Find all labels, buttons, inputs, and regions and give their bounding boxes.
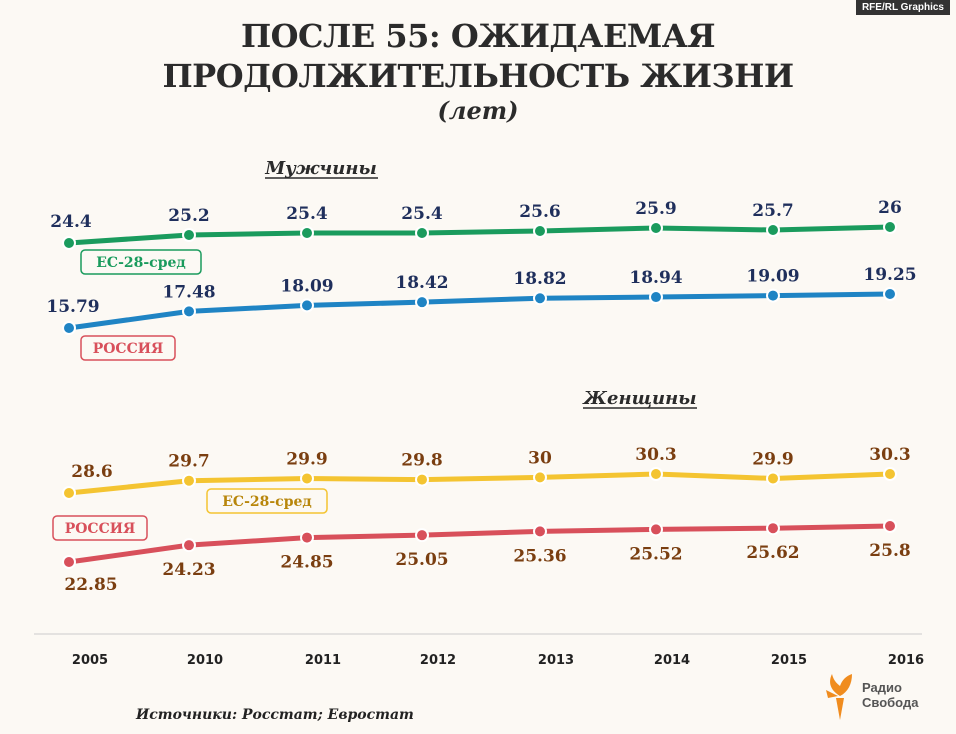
x-tick-label: 2016 bbox=[888, 653, 924, 668]
data-label: 25.4 bbox=[401, 204, 443, 224]
data-point bbox=[649, 221, 663, 235]
data-label: 25.52 bbox=[629, 544, 682, 564]
chart-title: ПОСЛЕ 55: ОЖИДАЕМАЯ ПРОДОЛЖИТЕЛЬНОСТЬ ЖИ… bbox=[0, 16, 956, 96]
series-line bbox=[66, 291, 893, 331]
data-label: 30.3 bbox=[869, 445, 910, 465]
data-point bbox=[300, 226, 314, 240]
data-point bbox=[182, 228, 196, 242]
series-label-box bbox=[80, 249, 202, 275]
data-label: 18.94 bbox=[629, 268, 682, 288]
series-line bbox=[66, 224, 893, 246]
data-label: 17.48 bbox=[162, 282, 215, 302]
title-line-2: ПРОДОЛЖИТЕЛЬНОСТЬ ЖИЗНИ bbox=[162, 57, 794, 95]
data-point bbox=[649, 290, 663, 305]
data-label: 25.05 bbox=[395, 550, 448, 570]
data-point bbox=[533, 291, 547, 306]
data-point bbox=[766, 288, 780, 303]
data-label: 25.9 bbox=[635, 199, 676, 219]
graphics-credit-badge: RFE/RL Graphics bbox=[855, 0, 950, 15]
x-tick-label: 2010 bbox=[187, 653, 223, 668]
data-label: 19.25 bbox=[863, 265, 916, 285]
data-point bbox=[62, 236, 76, 250]
data-point bbox=[883, 220, 897, 234]
data-point bbox=[649, 467, 663, 481]
data-point bbox=[62, 555, 76, 569]
data-label: 18.82 bbox=[513, 269, 566, 289]
data-label: 25.6 bbox=[519, 202, 560, 222]
data-point bbox=[62, 321, 76, 335]
data-label: 22.85 bbox=[64, 575, 117, 595]
logo-line-1: Радио bbox=[862, 680, 902, 695]
panel-title: Женщины bbox=[581, 388, 696, 409]
data-label: 19.09 bbox=[746, 267, 799, 287]
data-label: 26 bbox=[878, 198, 902, 218]
series-label-box bbox=[206, 488, 328, 514]
data-label: 30 bbox=[528, 448, 552, 468]
source-note: Источники: Росстат; Евростат bbox=[136, 707, 414, 723]
data-label: 25.8 bbox=[869, 541, 910, 561]
series-line bbox=[66, 523, 893, 565]
data-point bbox=[766, 223, 780, 237]
data-point bbox=[300, 298, 314, 313]
data-label: 18.42 bbox=[395, 273, 448, 293]
series-label-box bbox=[80, 335, 176, 361]
data-point bbox=[883, 467, 897, 481]
data-point bbox=[649, 522, 663, 537]
series-name-label: ЕС-28-сред bbox=[222, 494, 311, 510]
data-label: 24.85 bbox=[280, 553, 333, 573]
data-point bbox=[533, 470, 547, 485]
data-point bbox=[883, 519, 897, 533]
chart-subtitle: (лет) bbox=[437, 96, 519, 125]
data-point bbox=[62, 486, 76, 500]
data-point bbox=[182, 538, 196, 553]
data-point bbox=[300, 530, 314, 545]
x-tick-label: 2013 bbox=[538, 653, 574, 668]
data-label: 15.79 bbox=[46, 297, 99, 317]
panel-title: Мужчины bbox=[264, 158, 377, 179]
data-label: 25.7 bbox=[752, 201, 793, 221]
data-label: 25.4 bbox=[286, 204, 328, 224]
data-label: 30.3 bbox=[635, 445, 676, 465]
data-point bbox=[182, 304, 196, 319]
x-tick-label: 2015 bbox=[771, 653, 807, 668]
data-point bbox=[533, 524, 547, 539]
x-tick-label: 2012 bbox=[420, 653, 456, 668]
data-label: 25.36 bbox=[513, 546, 566, 566]
data-label: 24.23 bbox=[162, 560, 215, 580]
data-label: 29.9 bbox=[752, 449, 793, 469]
data-label: 29.8 bbox=[401, 451, 442, 471]
series-line bbox=[66, 471, 893, 496]
data-label: 28.6 bbox=[71, 462, 112, 482]
data-point bbox=[300, 471, 314, 486]
data-point bbox=[182, 473, 196, 488]
data-label: 24.4 bbox=[50, 212, 92, 232]
data-point bbox=[415, 472, 429, 487]
data-point bbox=[415, 226, 429, 240]
data-label: 18.09 bbox=[280, 276, 333, 296]
data-label: 25.2 bbox=[168, 206, 209, 226]
x-tick-label: 2011 bbox=[305, 653, 341, 668]
data-point bbox=[766, 521, 780, 536]
data-label: 25.62 bbox=[746, 543, 799, 563]
data-point bbox=[533, 224, 547, 238]
data-label: 29.7 bbox=[168, 452, 209, 472]
title-line-1: ПОСЛЕ 55: ОЖИДАЕМАЯ bbox=[240, 17, 716, 55]
radio-svoboda-logo: Радио Свобода bbox=[822, 672, 932, 722]
data-point bbox=[766, 471, 780, 486]
data-point bbox=[883, 287, 897, 301]
data-point bbox=[415, 528, 429, 543]
series-name-label: РОССИЯ bbox=[93, 341, 164, 357]
series-label-box bbox=[52, 515, 148, 541]
series-name-label: РОССИЯ bbox=[65, 521, 136, 537]
data-label: 29.9 bbox=[286, 449, 327, 469]
data-point bbox=[415, 295, 429, 310]
logo-line-2: Свобода bbox=[862, 695, 919, 710]
series-name-label: ЕС-28-сред bbox=[96, 255, 185, 271]
x-tick-label: 2005 bbox=[72, 653, 108, 668]
torch-flame-icon bbox=[826, 674, 852, 720]
x-tick-label: 2014 bbox=[654, 653, 690, 668]
